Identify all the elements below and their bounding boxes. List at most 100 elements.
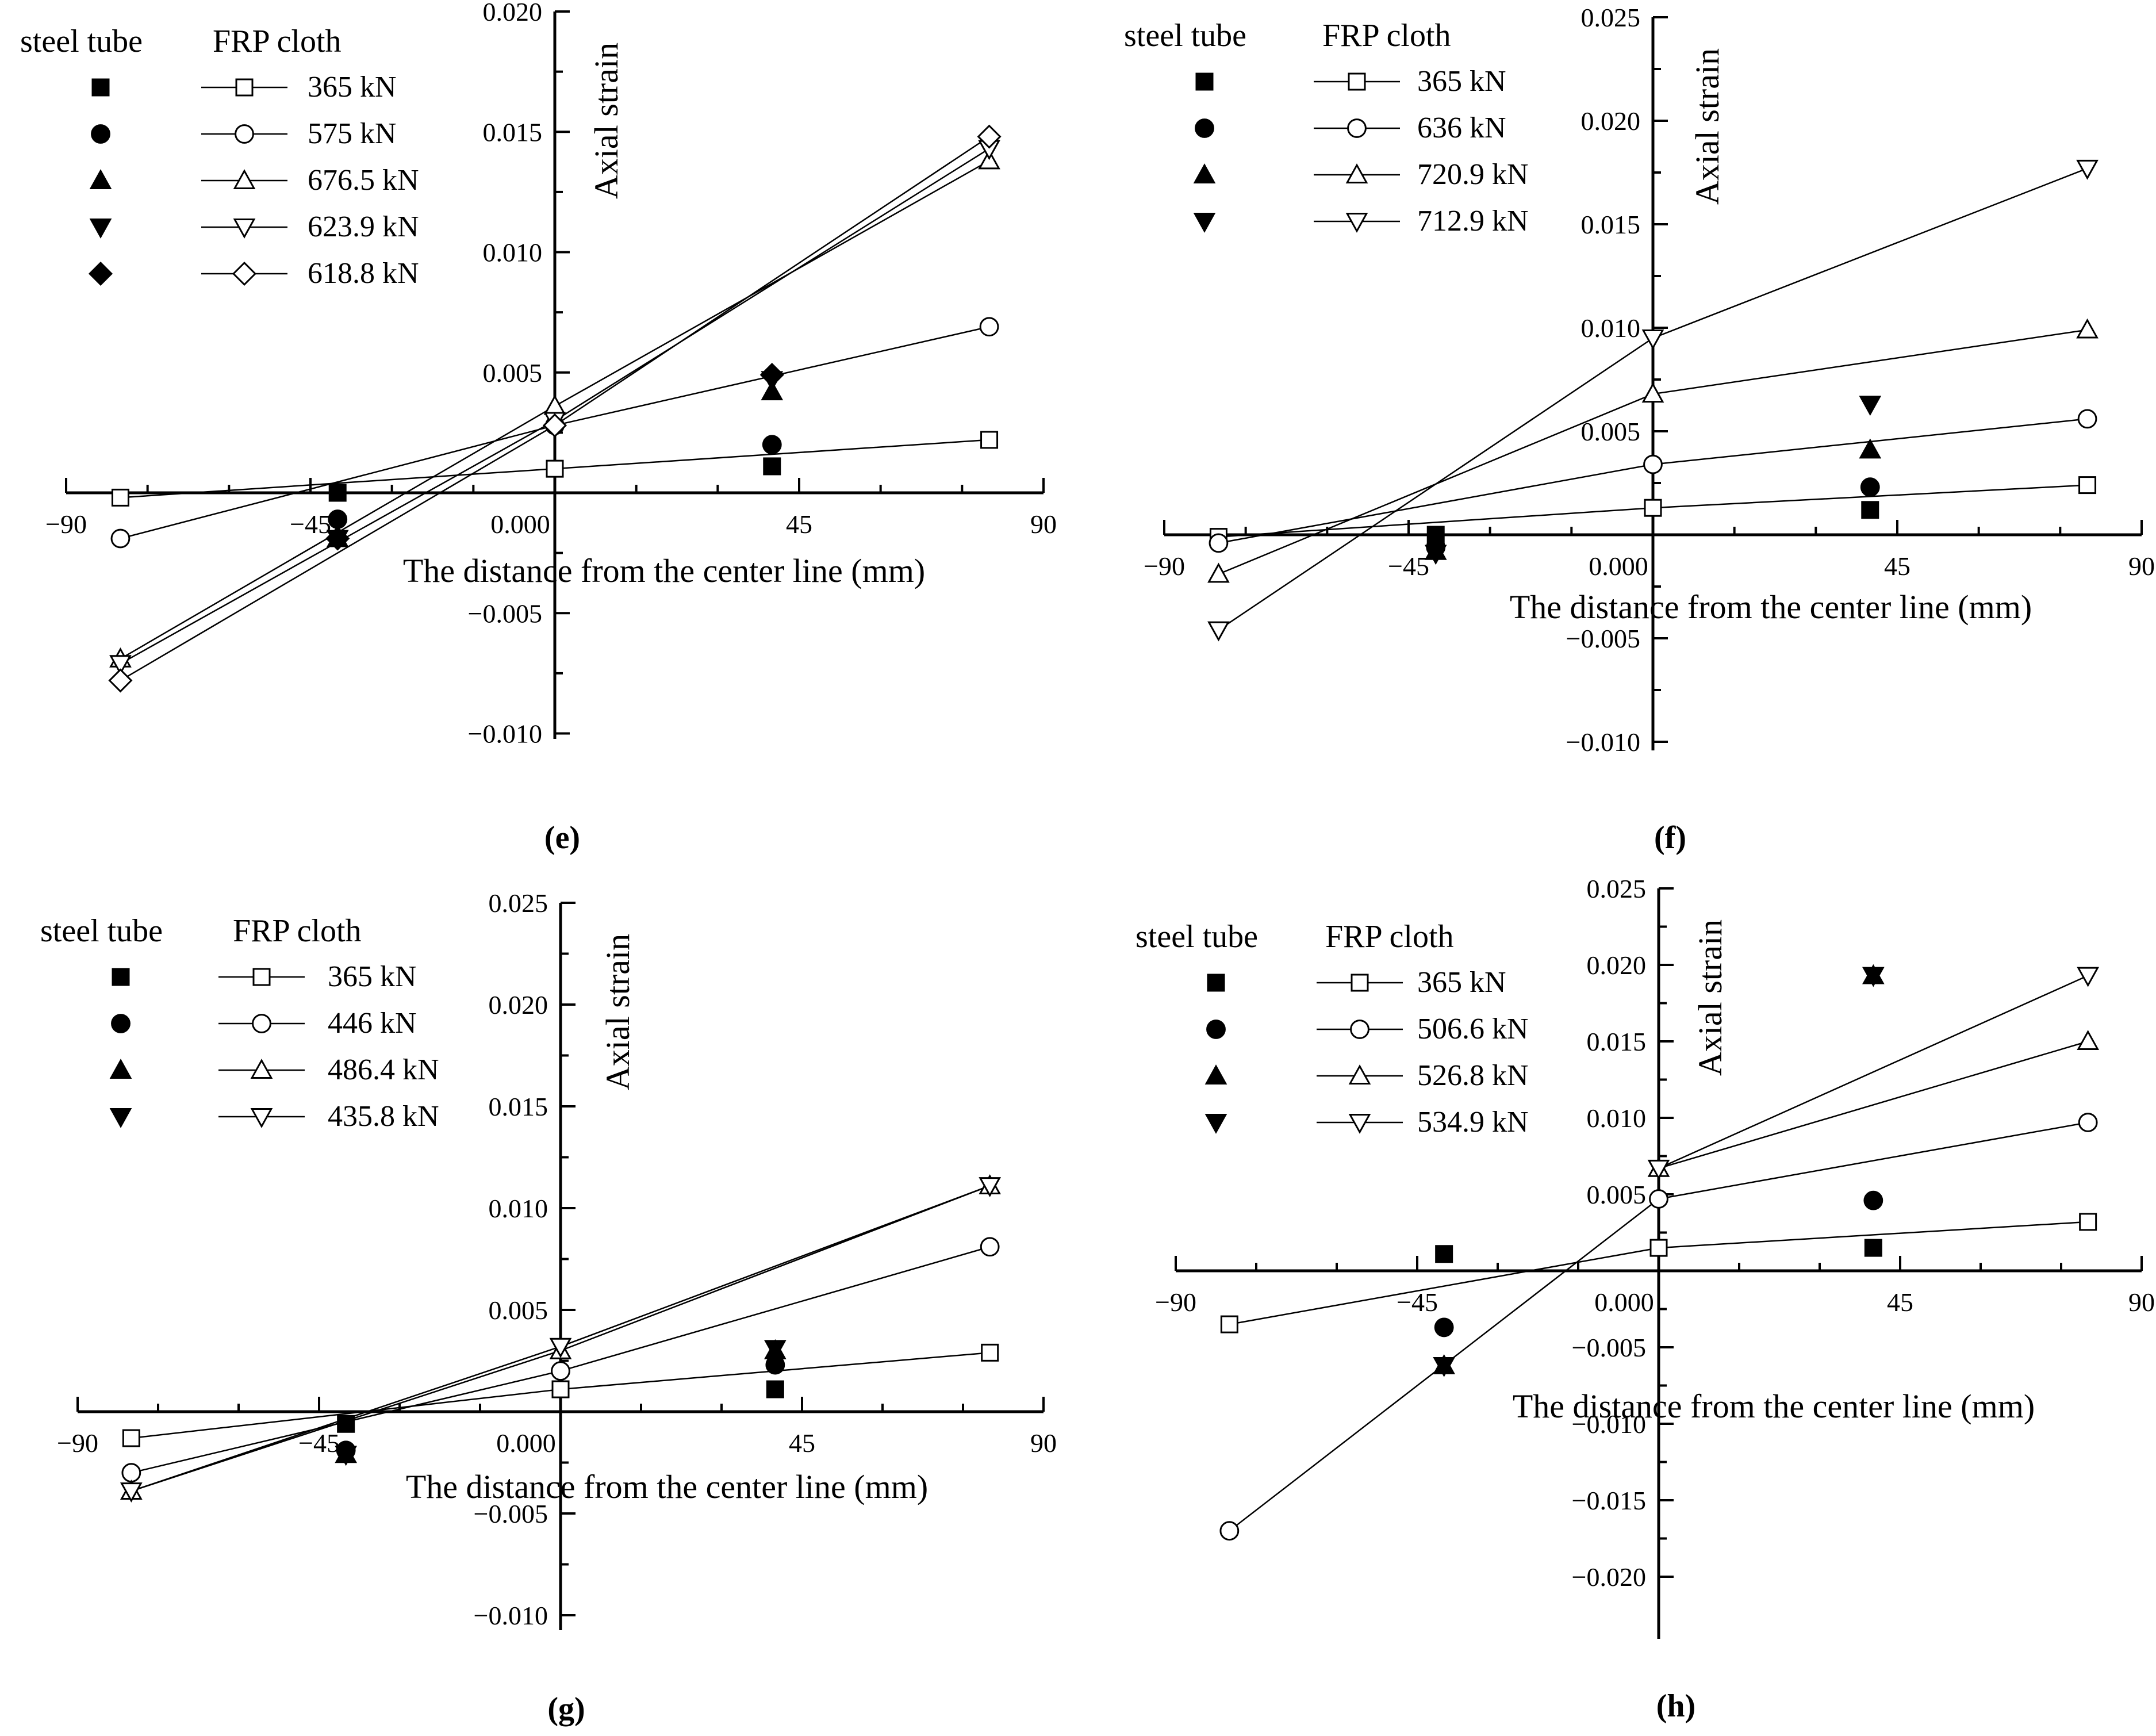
legend-steel-marker (1204, 1114, 1227, 1134)
legend: steel tube FRP cloth 365 kN 575 kN 676.5 kN 6… (20, 24, 419, 290)
y-tick-label: 0.020 (489, 990, 548, 1020)
frp-point (122, 1429, 140, 1447)
frp-point (1643, 454, 1663, 474)
steel-point (1859, 396, 1882, 416)
legend-steel-marker (1193, 213, 1216, 233)
legend-label: 365 kN (308, 71, 397, 104)
legend-label: 575 kN (308, 117, 397, 150)
frp-point (1207, 621, 1230, 642)
frp-point (2078, 476, 2097, 495)
steel-point (325, 526, 350, 551)
steel-point (1860, 477, 1880, 497)
legend-frp-marker (233, 169, 256, 189)
steel-point (1424, 545, 1447, 565)
x-tick-label: 90 (1030, 1428, 1057, 1458)
legend-steel-marker (1195, 72, 1214, 91)
chart-f: −90 −45 0.000 45 90 −0.010 −0.005 0.005 0.010 0.0… (1124, 3, 2155, 856)
x-tick-label: −90 (1144, 551, 1185, 581)
frp-point (1209, 533, 1229, 553)
x-tick-label: 0.000 (496, 1428, 556, 1458)
legend-label: 446 kN (328, 1007, 417, 1040)
legend-frp-marker (1347, 118, 1367, 138)
steel-point (1864, 1239, 1882, 1257)
legend-header-frp: FRP cloth (233, 913, 362, 949)
y-tick-label: −0.010 (1566, 727, 1640, 757)
y-tick-label: 0.005 (483, 358, 543, 388)
legend-steel-marker (1195, 118, 1214, 138)
legend-steel-marker (89, 219, 112, 239)
x-tick-label: −45 (1388, 551, 1429, 581)
x-axis-title: The distance from the center line (mm) (403, 552, 925, 589)
legend-steel-marker (1207, 974, 1225, 992)
x-tick-label: 90 (2128, 551, 2155, 581)
legend-frp-marker (250, 1059, 273, 1079)
legend-header-steel: steel tube (20, 24, 143, 59)
frp-point (2077, 1030, 2100, 1050)
y-tick-label: 0.020 (1581, 106, 1641, 136)
x-tick-label: −90 (57, 1428, 98, 1458)
frp-point (1207, 562, 1230, 583)
x-tick-label: −45 (1397, 1287, 1438, 1317)
y-tick-label: −0.010 (1572, 1409, 1646, 1439)
frp-point (2076, 159, 2099, 180)
steel-point (1434, 1317, 1454, 1338)
legend-label: 623.9 kN (308, 210, 419, 243)
legend-frp-marker (232, 261, 257, 286)
y-tick-label: 0.015 (483, 117, 543, 147)
legend-frp-marker (233, 219, 256, 239)
frp-point (979, 1177, 1002, 1197)
steel-point (1435, 1245, 1453, 1263)
steel-point (328, 509, 348, 529)
x-axis-title: The distance from the center line (mm) (1513, 1388, 2035, 1425)
frp-point (110, 528, 131, 549)
legend-header-frp: FRP cloth (1322, 18, 1451, 53)
frp-point (2077, 409, 2097, 429)
y-axis-title: Axial strain (1691, 919, 1729, 1076)
frp-point (2076, 318, 2099, 339)
x-tick-label: 45 (1884, 551, 1911, 581)
frp-point (551, 1380, 570, 1398)
frp-point (121, 1463, 141, 1483)
frp-point (111, 488, 129, 507)
y-tick-label: 0.025 (489, 888, 548, 918)
legend: steel tube FRP cloth 365 kN 636 kN 720.9 kN 7… (1124, 18, 1529, 237)
y-tick-label: 0.020 (483, 0, 543, 26)
frp-point (981, 1343, 999, 1362)
legend-label: 526.8 kN (1417, 1059, 1529, 1092)
y-axis-title: Axial strain (599, 934, 636, 1090)
legend-label: 712.9 kN (1417, 205, 1529, 237)
frp-point (1219, 1521, 1240, 1541)
frp-point (551, 1361, 570, 1381)
y-tick-label: −0.010 (474, 1601, 548, 1630)
frp-point (108, 668, 133, 693)
legend: steel tube FRP cloth 365 kN 506.6 kN 526.8 k… (1135, 919, 1529, 1139)
legend-frp-marker (1348, 1064, 1371, 1084)
x-tick-label: 0.000 (1589, 551, 1648, 581)
legend-header-steel: steel tube (1135, 919, 1258, 955)
y-tick-label: −0.005 (1572, 1333, 1646, 1362)
legend-steel-marker (89, 169, 112, 189)
x-tick-label: −90 (1155, 1287, 1196, 1317)
y-tick-label: 0.005 (1581, 417, 1641, 446)
y-axis-title: Axial strain (588, 43, 625, 199)
legend-label: 720.9 kN (1417, 158, 1529, 191)
y-tick-label: 0.025 (1587, 874, 1647, 903)
y-tick-label: −0.005 (1566, 624, 1640, 653)
y-tick-label: 0.015 (489, 1092, 548, 1121)
steel-point (759, 362, 784, 387)
y-tick-label: 0.005 (489, 1296, 548, 1325)
legend-frp-marker (235, 124, 254, 144)
frp-point (1647, 1159, 1670, 1180)
legend-header-steel: steel tube (1124, 18, 1246, 53)
legend-steel-marker (109, 1059, 132, 1079)
x-tick-label: 45 (789, 1428, 815, 1458)
legend-label: 618.8 kN (308, 257, 419, 290)
legend-label: 365 kN (1417, 65, 1506, 98)
legend-steel-marker (112, 968, 130, 986)
steel-point (1863, 1190, 1883, 1210)
frp-point (1649, 1189, 1668, 1209)
frp-line-534.9kN (1658, 975, 2089, 1169)
x-tick-label: −45 (298, 1428, 340, 1458)
chart-g: −90 −45 0.000 45 90 −0.010 −0.005 0.005 0.010 0.0… (40, 888, 1057, 1727)
